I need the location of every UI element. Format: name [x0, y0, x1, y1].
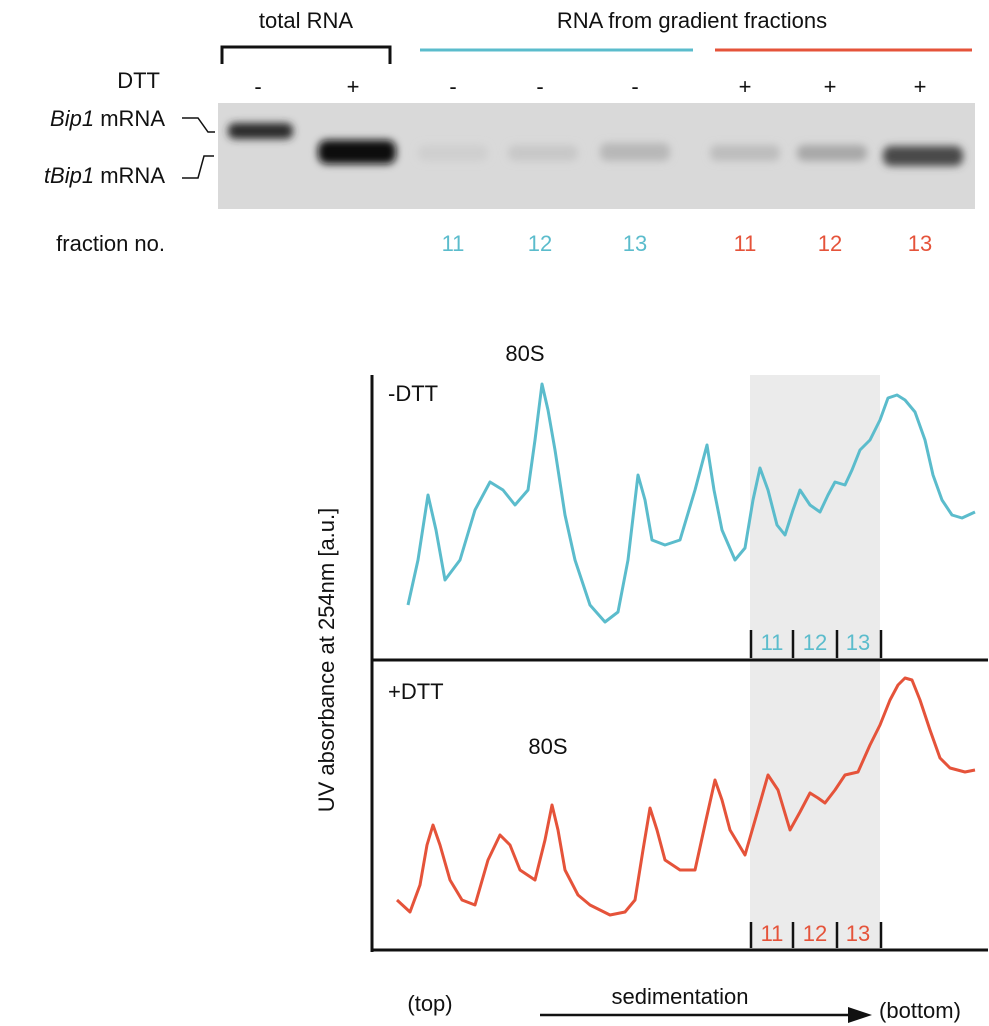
band-label: tBip1 mRNA [44, 163, 165, 188]
dtt-sign: + [739, 74, 752, 99]
shade [750, 375, 880, 950]
connector [182, 118, 215, 132]
figure: total RNA RNA from gradient fractions DT… [0, 0, 989, 1026]
fraction-number: 11 [734, 231, 757, 256]
dtt-sign: + [824, 74, 837, 99]
peak-label: 80S [528, 734, 567, 759]
connector [182, 156, 214, 178]
y-axis-label: UV absorbance at 254nm [a.u.] [314, 508, 339, 813]
profile-minus-dtt [408, 384, 975, 622]
fraction-number: 12 [528, 231, 552, 256]
fraction-number: 11 [442, 231, 465, 256]
band-label: Bip1 mRNA [50, 106, 165, 131]
fraction-number: 13 [846, 921, 870, 946]
peak-label: 80S [505, 341, 544, 366]
dtt-sign: + [914, 74, 927, 99]
fraction-number: 13 [623, 231, 647, 256]
fraction-label: fraction no. [56, 231, 165, 256]
header-total: total RNA [259, 8, 353, 33]
x-left: (top) [407, 991, 452, 1016]
dtt-sign: - [254, 74, 261, 99]
header-fractions: RNA from gradient fractions [557, 8, 827, 33]
fraction-number: 11 [761, 630, 784, 655]
profile-plus-dtt [397, 678, 975, 915]
dtt-sign: - [631, 74, 638, 99]
fraction-number: 12 [803, 630, 827, 655]
panel-label: +DTT [388, 679, 444, 704]
arrow-head [848, 1007, 872, 1023]
dtt-sign: - [449, 74, 456, 99]
fraction-number: 12 [803, 921, 827, 946]
fraction-number: 11 [761, 921, 784, 946]
x-right: (bottom) [879, 998, 961, 1023]
dtt-sign: + [347, 74, 360, 99]
panel-label: -DTT [388, 381, 438, 406]
fraction-number: 13 [846, 630, 870, 655]
fraction-number: 13 [908, 231, 932, 256]
dtt-sign: - [536, 74, 543, 99]
x-axis-label: sedimentation [612, 984, 749, 1009]
bracket [222, 47, 390, 64]
gel-image [218, 103, 975, 209]
dtt-label: DTT [117, 68, 160, 93]
fraction-number: 12 [818, 231, 842, 256]
